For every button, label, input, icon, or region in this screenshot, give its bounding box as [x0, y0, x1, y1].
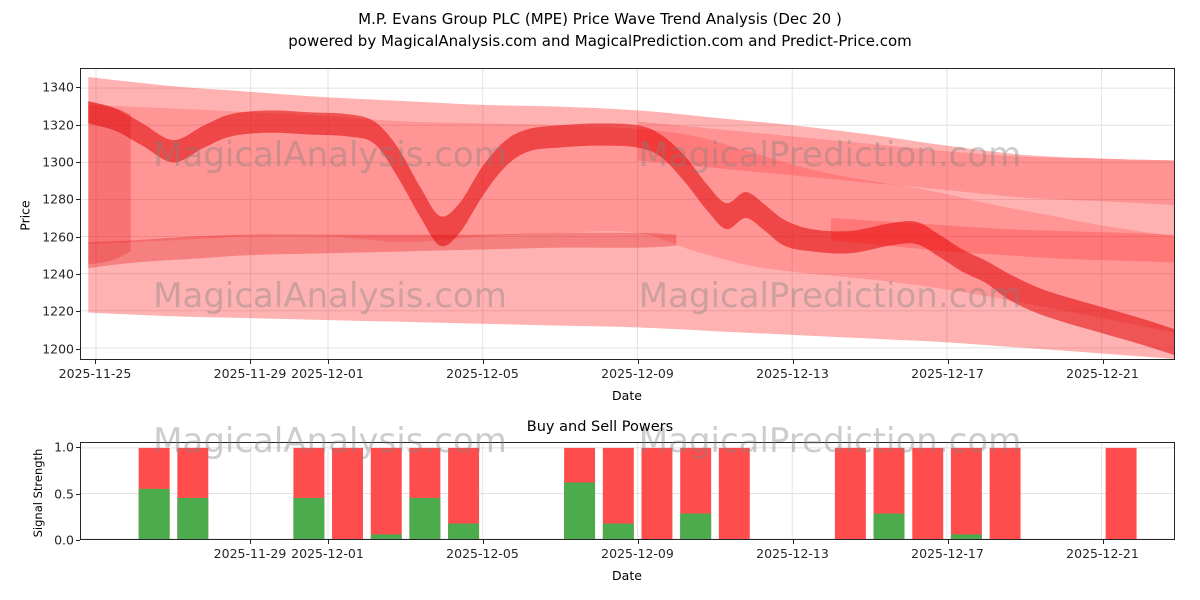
price-y-tick-mark [76, 124, 80, 126]
price-y-tick-label: 1240 [42, 266, 74, 282]
price-chart-axes [80, 68, 1175, 360]
price-band-mid [88, 104, 1174, 333]
signal-x-tick-label: 2025-12-09 [601, 546, 674, 561]
price-chart-canvas [81, 69, 1174, 359]
signal-xlabel: Date [612, 568, 642, 583]
sell-bar-2025-12-16 [912, 447, 944, 539]
signal-x-tick-label: 2025-12-13 [756, 546, 829, 561]
signal-y-tick-mark [76, 447, 80, 448]
buy-bar-2025-12-10 [680, 513, 712, 539]
price-y-tick-label: 1280 [42, 191, 74, 207]
signal-chart-canvas [81, 443, 1174, 539]
price-y-tick-mark [76, 348, 80, 350]
buy-bar-2025-11-27 [177, 497, 209, 539]
signal-chart-title: Buy and Sell Powers [526, 419, 674, 435]
signal-y-tick-mark [76, 493, 80, 495]
signal-x-tick-mark [482, 540, 484, 544]
price-x-tick-mark [947, 360, 949, 364]
signal-x-tick-label: 2025-12-05 [446, 546, 519, 561]
price-band-left-edge [88, 101, 131, 265]
price-x-tick-label: 2025-12-13 [756, 366, 829, 381]
signal-y-tick-label: 0.0 [54, 532, 74, 548]
price-y-tick-mark [76, 161, 80, 163]
price-y-tick-label: 1260 [42, 229, 74, 245]
price-x-tick-label: 2025-12-01 [291, 366, 364, 381]
signal-x-tick-label: 2025-11-29 [213, 546, 287, 561]
sell-bar-2025-12-18 [989, 447, 1021, 539]
signal-x-tick-mark [637, 540, 639, 544]
price-x-tick-mark [637, 360, 639, 364]
price-x-tick-mark [792, 360, 794, 364]
price-x-tick-label: 2025-12-17 [911, 366, 984, 381]
signal-x-tick-mark [327, 540, 329, 544]
buy-bar-2025-12-08 [602, 523, 634, 539]
signal-y-tick-label: 0.5 [54, 486, 74, 501]
price-y-tick-label: 1200 [42, 341, 74, 357]
price-band-lower-right [830, 217, 1174, 263]
buy-bar-2025-12-15 [873, 513, 905, 539]
signal-x-tick-label: 2025-12-21 [1066, 546, 1139, 561]
figure-title-line2: powered by MagicalAnalysis.com and Magic… [288, 32, 912, 50]
price-x-tick-mark [95, 360, 96, 364]
figure-title: M.P. Evans Group PLC (MPE) Price Wave Tr… [0, 8, 1200, 52]
buy-bar-2025-12-07 [564, 482, 596, 539]
price-band-upper-right [637, 121, 1174, 205]
price-y-tick-label: 1340 [42, 79, 74, 95]
buy-bar-2025-12-02 [370, 534, 402, 539]
sell-bar-2025-12-02 [370, 447, 402, 539]
price-x-tick-label: 2025-12-21 [1066, 366, 1139, 381]
sell-bar-2025-12-09 [641, 447, 673, 539]
signal-y-tick-mark [76, 540, 80, 541]
buy-bar-2025-12-17 [950, 534, 982, 539]
signal-x-tick-label: 2025-12-01 [291, 546, 364, 561]
signal-x-tick-mark [250, 540, 251, 544]
signal-x-tick-label: 2025-12-17 [911, 546, 984, 561]
signal-chart-axes [80, 442, 1175, 540]
signal-x-tick-mark [792, 540, 794, 544]
sell-bar-2025-12-17 [950, 447, 982, 539]
price-band-envelope [88, 76, 1174, 359]
price-x-tick-label: 2025-12-09 [601, 366, 674, 381]
price-y-tick-mark [76, 236, 80, 238]
price-y-tick-label: 1220 [42, 303, 74, 319]
price-x-tick-mark [482, 360, 484, 364]
buy-bar-2025-11-30 [293, 497, 325, 539]
signal-y-tick-label: 1.0 [54, 439, 74, 455]
price-y-tick-mark [76, 311, 80, 313]
price-xlabel: Date [612, 388, 642, 403]
price-x-tick-mark [1102, 360, 1104, 364]
price-band-low-left [88, 232, 677, 269]
price-x-tick-mark [327, 360, 329, 364]
buy-bar-2025-12-04 [448, 523, 480, 539]
price-y-tick-mark [76, 87, 80, 89]
sell-bar-2025-12-11 [718, 447, 750, 539]
figure-title-line1: M.P. Evans Group PLC (MPE) Price Wave Tr… [358, 10, 842, 28]
price-y-tick-label: 1300 [42, 154, 74, 170]
price-y-tick-mark [76, 274, 80, 276]
price-x-tick-label: 2025-12-05 [446, 366, 519, 381]
signal-x-tick-mark [1102, 540, 1104, 544]
price-x-tick-mark [250, 360, 251, 364]
signal-x-tick-mark [947, 540, 949, 544]
price-x-tick-label: 2025-11-29 [213, 366, 287, 381]
sell-bar-2025-12-01 [332, 447, 363, 539]
price-x-tick-label: 2025-11-25 [58, 366, 132, 381]
price-y-tick-label: 1320 [42, 117, 74, 133]
sell-bar-2025-12-21 [1105, 447, 1137, 539]
buy-bar-2025-11-26 [138, 488, 170, 539]
price-y-tick-mark [76, 199, 80, 201]
buy-bar-2025-12-03 [409, 497, 441, 539]
sell-bar-2025-12-14 [834, 447, 866, 539]
